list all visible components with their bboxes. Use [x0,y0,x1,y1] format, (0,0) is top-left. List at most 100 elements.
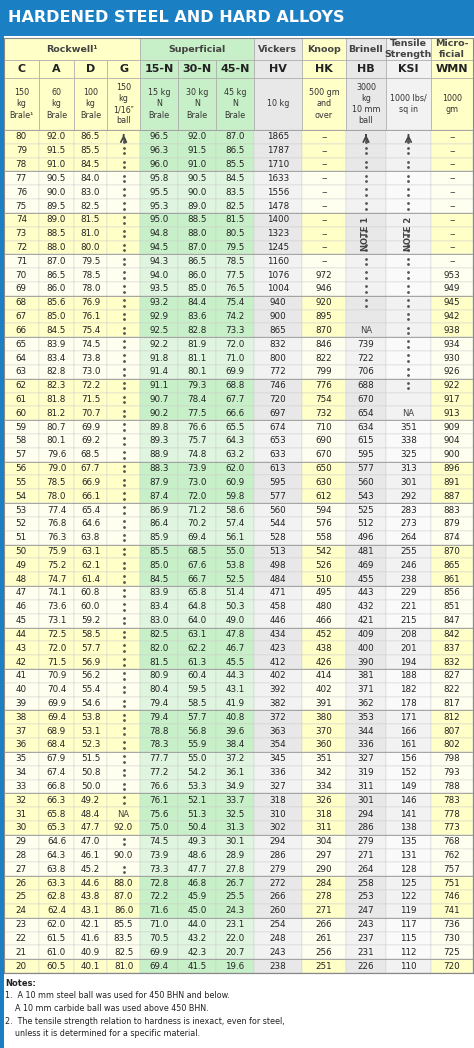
Text: 70: 70 [16,270,27,280]
Text: 856: 856 [444,589,460,597]
Text: 226: 226 [358,962,374,970]
Bar [140,572,178,586]
Bar [74,172,107,185]
Bar [74,476,107,489]
Text: 46: 46 [16,603,27,611]
Text: 64.6: 64.6 [81,520,100,528]
Bar [107,890,140,904]
Bar [346,144,386,157]
Bar [302,572,346,586]
Bar [302,407,346,420]
Bar [254,918,302,932]
Text: 68.5: 68.5 [81,451,100,459]
Bar [38,447,74,462]
Text: 283: 283 [400,505,417,515]
Text: 327: 327 [270,782,286,791]
Bar [302,683,346,697]
Bar [74,517,107,530]
Bar [140,932,178,945]
Bar [178,738,216,751]
Bar [178,60,216,78]
Text: 74.7: 74.7 [47,574,66,584]
Bar [254,793,302,807]
Bar [216,945,254,959]
Bar [216,559,254,572]
Text: 94.8: 94.8 [150,230,169,238]
Bar [74,393,107,407]
Text: 178: 178 [400,699,417,708]
Text: 72.0: 72.0 [47,643,66,653]
Bar [4,655,38,669]
Bar [4,918,38,932]
Bar [107,683,140,697]
Bar [140,144,178,157]
Bar [107,78,140,130]
Text: 76.5: 76.5 [225,284,245,293]
Text: 94.5: 94.5 [150,243,169,252]
Text: –: – [321,188,327,197]
Text: 471: 471 [270,589,286,597]
Bar [38,586,74,599]
Bar [431,821,473,835]
Bar [346,683,386,697]
Text: 96.3: 96.3 [150,147,169,155]
Text: 77.4: 77.4 [47,505,66,515]
Text: 69.2: 69.2 [81,436,100,445]
Bar [38,724,74,738]
Bar [431,226,473,241]
Text: 87.0: 87.0 [225,132,245,141]
Bar [38,959,74,973]
Text: 82.5: 82.5 [81,201,100,211]
Text: 351: 351 [400,422,417,432]
Text: 754: 754 [316,395,332,403]
Text: 28: 28 [16,851,27,860]
Bar [346,255,386,268]
Bar [38,476,74,489]
Text: 63.1: 63.1 [81,547,100,556]
Text: 39.6: 39.6 [225,726,245,736]
Text: 82.8: 82.8 [47,368,66,376]
Text: 30 kg
N
Brale: 30 kg N Brale [186,88,208,119]
Bar [178,849,216,863]
Bar [302,393,346,407]
Text: 85.5: 85.5 [225,160,245,169]
Text: 85.5: 85.5 [81,147,100,155]
Text: 452: 452 [316,630,332,639]
Text: 28.9: 28.9 [225,851,245,860]
Bar [346,821,386,835]
Bar [178,296,216,309]
Bar [302,835,346,849]
Bar [74,447,107,462]
Text: Brinell: Brinell [348,44,383,53]
Bar [4,904,38,918]
Text: 577: 577 [357,464,374,473]
Bar [38,780,74,793]
Bar [386,904,431,918]
Text: 48.6: 48.6 [187,851,207,860]
Bar [4,572,38,586]
Text: 94.0: 94.0 [150,270,169,280]
Text: 934: 934 [444,340,460,349]
Bar [178,144,216,157]
Bar [4,599,38,614]
Bar [346,365,386,378]
Text: 480: 480 [316,603,332,611]
Bar [178,447,216,462]
Bar [216,751,254,766]
Text: 58.5: 58.5 [81,630,100,639]
Bar [254,226,302,241]
Text: 65.4: 65.4 [81,505,100,515]
Text: 400: 400 [357,643,374,653]
Bar [216,144,254,157]
Text: 286: 286 [270,851,286,860]
Bar [216,489,254,503]
Bar [107,241,140,255]
Text: 768: 768 [444,837,460,846]
Bar [38,434,74,447]
Text: 80.0: 80.0 [81,243,100,252]
Bar [107,545,140,559]
Bar [140,489,178,503]
Bar [254,628,302,641]
Text: 895: 895 [316,312,332,321]
Bar [74,282,107,296]
